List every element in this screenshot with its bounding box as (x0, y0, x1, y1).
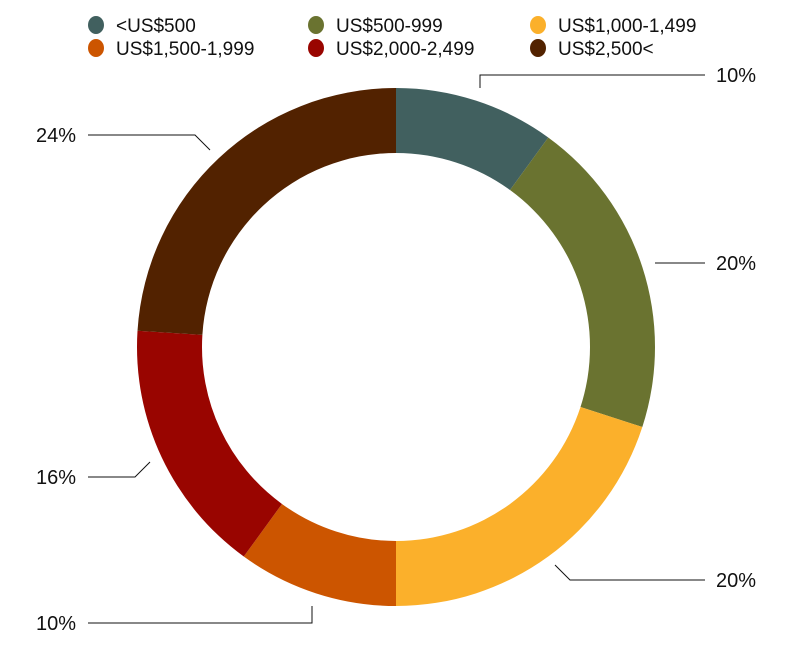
leader-line (88, 134, 211, 151)
legend: <US$500 US$500-999 US$1,000-1,499 US$1,500-… (88, 16, 696, 60)
slice (396, 88, 549, 191)
legend-marker (308, 39, 324, 57)
legend-label: <US$500 (116, 16, 196, 37)
slice (137, 88, 396, 335)
leader-line (88, 461, 151, 478)
legend-label: US$2,000-2,499 (336, 39, 474, 60)
data-label: 10% (716, 65, 756, 87)
leader-line (554, 564, 705, 581)
legend-label: US$1,500-1,999 (116, 39, 254, 60)
slice (396, 406, 643, 606)
legend-label: US$1,000-1,499 (558, 16, 696, 37)
data-label: 24% (36, 125, 76, 147)
data-label: 10% (36, 613, 76, 635)
legend-marker (308, 16, 324, 34)
legend-label: US$2,500< (558, 39, 654, 60)
leader-line (88, 606, 313, 624)
data-label: 16% (36, 467, 76, 489)
legend-marker (88, 39, 104, 57)
legend-marker (88, 16, 104, 34)
legend-label: US$500-999 (336, 16, 443, 37)
leader-line (479, 74, 705, 88)
legend-marker (530, 39, 546, 57)
data-label: 20% (716, 570, 756, 592)
data-labels: 10% 20% 20% 10% 16% 24% (36, 65, 756, 635)
slice (243, 503, 396, 606)
legend-marker (530, 16, 546, 34)
slice (136, 330, 282, 557)
slice (510, 137, 655, 428)
data-label: 20% (716, 253, 756, 275)
slices (136, 88, 655, 606)
